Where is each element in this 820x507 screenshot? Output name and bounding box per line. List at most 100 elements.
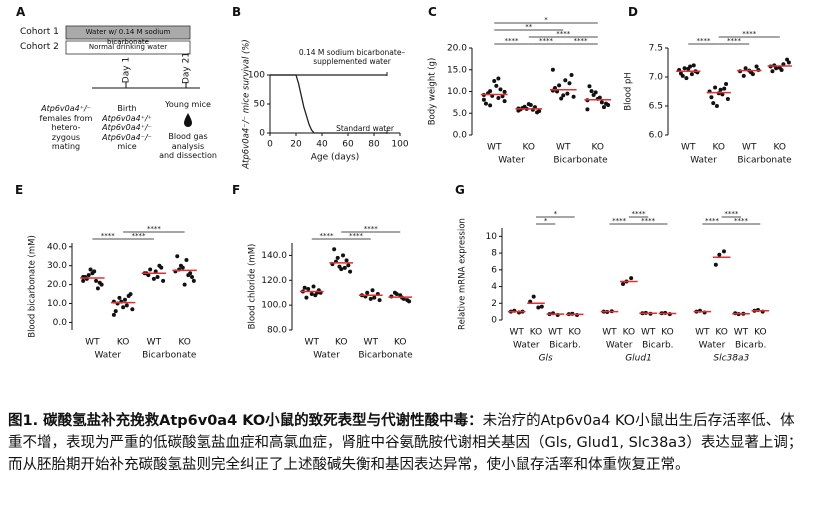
data-point [678,71,683,76]
x-axis-label: Age (days) [311,153,360,163]
data-point [682,66,687,71]
cohort-label: Cohort 1 [20,27,59,37]
y-tick-label: 15.0 [447,65,467,75]
significance-label: **** [364,225,379,233]
y-tick-label: 6.0 [649,131,664,141]
data-point [348,269,353,274]
significance-label: **** [539,37,554,45]
x-tick-label: 80 [368,140,380,150]
data-point [94,278,99,283]
significance-label: **** [349,232,364,240]
series-label: 0.14 M sodium bicarbonate–supplemented w… [298,48,406,66]
group-label: Water [94,351,121,361]
data-point [567,81,572,86]
x-tick-label: WT [556,143,571,153]
data-point [686,66,691,71]
text-line: females from [39,113,93,123]
birth-text: Birth Atp6v0a4⁺/⁺ Atp6v0a4⁺/⁻ Atp6v0a4⁻/… [98,104,156,152]
group-label: Bicarbonate [553,156,608,166]
data-point [111,312,116,317]
data-point [175,254,180,259]
data-point [571,94,576,99]
data-point [306,286,311,291]
data-point [593,90,598,95]
panel-label: G [455,183,465,197]
y-tick-label: 40.0 [47,242,67,252]
data-point [377,298,382,303]
y-axis-label: Atp6v0a4⁻/⁻ mice survival (%) [242,39,252,170]
x-tick-label: WT [305,338,320,348]
x-tick-label: WT [681,143,696,153]
data-point [95,286,100,291]
data-point [117,295,122,300]
y-tick-label: 100.0 [261,301,287,311]
data-point [587,84,592,89]
x-tick-label: WT [734,328,749,338]
y-tick-label: 10.0 [47,299,67,309]
x-tick-label: WT [548,328,563,338]
significance-label: **** [641,217,656,225]
gene-label: Glud1 [625,354,652,364]
data-point [621,282,626,287]
series-label: Standard water [336,124,394,134]
significance-label: **** [612,217,627,225]
y-tick-label: 8 [491,249,497,259]
x-tick-label: KO [774,143,787,153]
gene-label: Gls [539,354,553,364]
group-label: Bicarb. [642,341,673,351]
x-tick-label: WT [509,328,524,338]
cohort-treatment: Normal drinking water [88,43,168,51]
data-point [311,284,316,289]
x-tick-label: KO [661,328,674,338]
data-point [304,295,309,300]
data-point [531,294,536,299]
x-tick-label: 20 [290,140,302,150]
significance-label: **** [697,37,712,45]
y-tick-label: 120.0 [261,276,287,286]
parents-text: Atp6v0a4⁺/⁻ females from hetero- zygous … [34,104,98,152]
data-point [774,66,779,71]
data-point [684,76,689,81]
y-axis-label: Blood chloride (mM) [248,244,258,330]
data-point [190,275,195,280]
x-tick-label: KO [568,328,581,338]
data-point [124,303,129,308]
group-label: Bicarb. [735,341,766,351]
y-tick-label: 2 [491,299,497,309]
x-tick-label: KO [178,338,191,348]
panel-label: F [232,183,241,197]
data-point [713,85,718,90]
x-tick-label: KO [523,143,536,153]
data-point [182,282,187,287]
x-tick-label: 0 [267,140,273,150]
data-point [81,278,86,283]
data-point [754,64,759,69]
data-point [535,110,540,115]
cohort1-box [65,25,191,40]
y-tick-label: 6.5 [649,102,663,112]
significance-label: * [544,217,548,225]
data-point [148,267,153,272]
data-point [741,73,746,78]
data-point [714,104,719,108]
data-point [184,258,189,263]
data-point [332,247,337,252]
x-tick-label: KO [117,338,130,348]
data-point [526,102,531,107]
x-tick-label: WT [85,338,100,348]
data-point [492,79,497,84]
data-point [113,309,118,314]
significance-label: **** [505,37,520,45]
y-tick-label: 30.0 [47,261,67,271]
data-point [398,293,403,298]
data-point [604,101,609,106]
data-point [365,290,370,295]
x-tick-label: KO [530,328,543,338]
text-line: Atp6v0a4⁺/⁺ [102,113,152,123]
data-point [689,72,694,77]
data-point [785,57,790,62]
data-point [180,265,185,270]
y-tick-label: 10 [486,232,498,242]
data-point [368,296,373,301]
